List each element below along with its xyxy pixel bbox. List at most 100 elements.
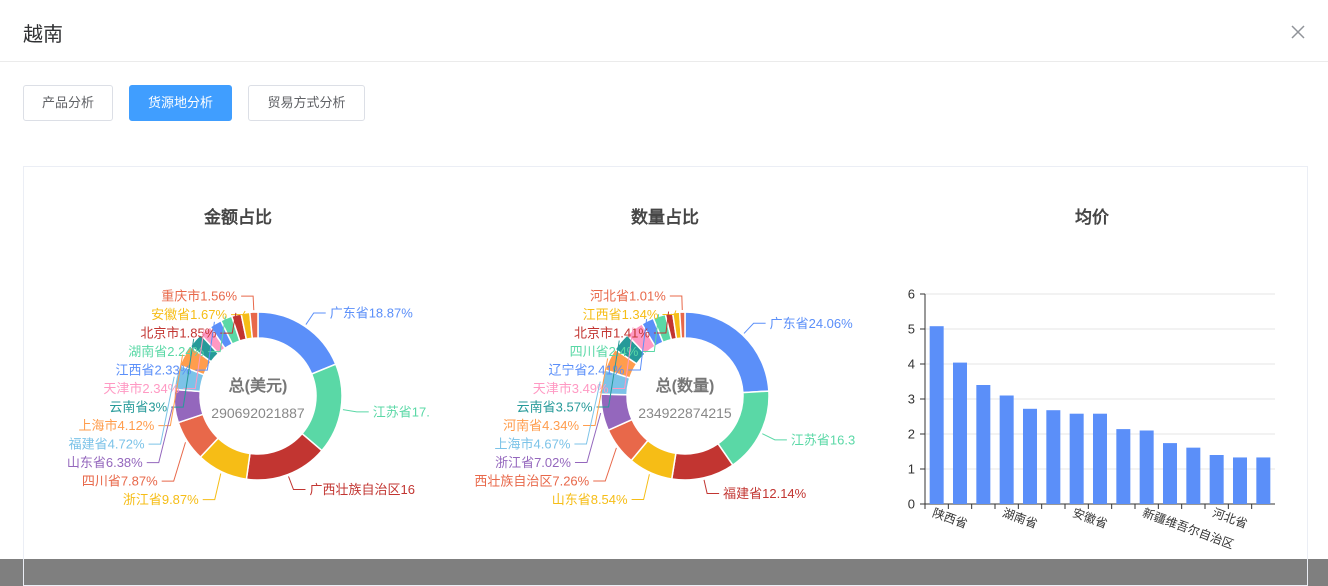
pie-data-label-14: 安徽省1.67% (151, 307, 227, 322)
y-tick-label: 1 (908, 462, 915, 477)
bar-4[interactable] (999, 395, 1014, 505)
pie-data-label-4: 山东省8.54% (552, 492, 628, 507)
pie-label-line-15 (669, 295, 683, 311)
price-chart-title: 均价 (1075, 208, 1109, 227)
pie-label-line-7 (574, 381, 601, 445)
pie-data-label-15: 河北省1.01% (590, 289, 666, 304)
pie-data-label-8: 上海市4.12% (79, 418, 155, 433)
pie-label-line-8 (158, 354, 184, 427)
y-tick-label: 5 (908, 322, 915, 337)
amount-chart-title: 金额占比 (204, 208, 272, 227)
pie-data-label-4: 浙江省9.87% (123, 492, 199, 507)
y-tick-label: 6 (908, 287, 915, 302)
pie-data-label-14: 江西省1.34% (583, 307, 659, 322)
pie-data-label-9: 云南省3% (109, 400, 167, 415)
bar-6[interactable] (1046, 410, 1061, 504)
pie-data-label-2: 江苏省16.3 (791, 432, 855, 447)
x-tick-label: 安徽省 (1071, 505, 1110, 531)
bar-1[interactable] (929, 326, 944, 504)
pie-slice-1[interactable] (257, 311, 337, 375)
pie-label-line-5 (161, 442, 186, 482)
donut-center-value: 234922874215 (638, 405, 732, 421)
pie-label-line-3 (288, 476, 306, 490)
pie-label-line-10 (183, 328, 205, 390)
bar-12[interactable] (1186, 447, 1201, 504)
bar-7[interactable] (1069, 413, 1084, 504)
pie-data-label-2: 江苏省17. (373, 404, 430, 419)
pie-slice-15[interactable] (678, 311, 686, 339)
pie-data-label-15: 重庆市1.56% (161, 289, 237, 304)
pie-label-line-9 (596, 340, 620, 408)
pie-data-label-3: 广西壮族自治区16 (309, 482, 414, 497)
pie-data-label-13: 北京市1.41% (574, 326, 650, 341)
pie-label-line-13 (653, 311, 670, 334)
dialog-header: 越南 (0, 0, 1328, 62)
pie-label-line-1 (305, 312, 326, 325)
pie-label-line-9 (171, 338, 195, 408)
pie-label-line-11 (195, 321, 215, 371)
donut-center-value: 290692021887 (211, 405, 305, 421)
pie-label-line-5 (593, 447, 617, 482)
bar-15[interactable] (1256, 457, 1271, 504)
tab-trade-mode-analysis[interactable]: 贸易方式分析 (248, 85, 365, 121)
y-tick-label: 3 (908, 392, 915, 407)
pie-label-line-3 (703, 479, 720, 495)
y-tick-label: 0 (908, 497, 915, 512)
pie-data-label-7: 上海市4.67% (495, 437, 571, 452)
y-tick-label: 4 (908, 357, 915, 372)
quantity-chart-title: 数量占比 (631, 208, 699, 227)
bar-14[interactable] (1233, 457, 1247, 504)
pie-data-label-10: 天津市2.34% (103, 381, 179, 396)
pie-data-label-9: 云南省3.57% (517, 400, 593, 415)
pie-data-label-1: 广东省18.87% (330, 305, 414, 320)
pie-data-label-5: 四川省7.87% (82, 474, 158, 489)
pie-label-line-14 (662, 310, 677, 316)
bar-8[interactable] (1093, 413, 1107, 504)
pie-slice-2[interactable] (301, 363, 343, 452)
pie-data-label-7: 福建省4.72% (69, 437, 145, 452)
pie-label-line-8 (583, 358, 609, 427)
bar-10[interactable] (1139, 430, 1154, 505)
pie-label-line-12 (208, 316, 226, 353)
amount-donut-chart: 广东省18.87% 江苏省17. 广西壮族自治区16 重庆市1.56% 安徽省1.67%… (67, 289, 430, 508)
pie-data-label-8: 河南省4.34% (503, 418, 579, 433)
bar-11[interactable] (1163, 443, 1177, 504)
pie-data-label-13: 北京市1.85% (140, 326, 216, 341)
donut-center-label: 总(美元) (229, 376, 288, 395)
pie-data-label-11: 江西省2.33% (115, 363, 191, 378)
pie-label-line-15 (241, 295, 255, 311)
pie-data-label-12: 四川省2.4% (570, 344, 639, 359)
pie-data-label-5: 西壮族自治区7.26% (474, 474, 589, 489)
pie-label-line-12 (642, 314, 660, 353)
bar-2[interactable] (953, 362, 967, 504)
dialog-title: 越南 (23, 24, 63, 46)
pie-label-line-6 (574, 412, 602, 464)
x-tick-label: 河北省 (1211, 506, 1250, 531)
close-icon[interactable] (1288, 22, 1308, 42)
pie-label-line-2 (762, 433, 787, 441)
bar-3[interactable] (976, 385, 991, 504)
bar-5[interactable] (1023, 408, 1037, 504)
pie-data-label-6: 山东省6.38% (67, 455, 143, 470)
pie-label-line-6 (146, 406, 174, 464)
tab-product-analysis[interactable]: 产品分析 (23, 85, 113, 121)
pie-data-label-3: 福建省12.14% (723, 486, 807, 501)
pie-data-label-10: 天津市3.49% (533, 381, 609, 396)
bar-13[interactable] (1209, 455, 1224, 504)
y-tick-label: 2 (908, 427, 915, 442)
pie-label-line-7 (148, 376, 175, 445)
tab-origin-analysis[interactable]: 货源地分析 (129, 85, 232, 121)
bar-9[interactable] (1116, 429, 1131, 504)
pie-slice-15[interactable] (248, 311, 259, 340)
pie-label-line-1 (743, 322, 766, 334)
pie-label-line-11 (628, 318, 648, 371)
pie-data-label-6: 浙江省7.02% (495, 455, 571, 470)
pie-data-label-1: 广东省24.06% (770, 316, 854, 331)
x-tick-label: 陕西省 (931, 505, 970, 531)
pie-label-line-4 (202, 473, 222, 501)
x-tick-label: 湖南省 (1001, 505, 1040, 531)
quantity-donut-chart: 广东省24.06% 江苏省16.3 福建省12.14% 河北省1.01% 江西省1.34… (474, 289, 855, 507)
pie-slice-3[interactable] (245, 432, 323, 481)
